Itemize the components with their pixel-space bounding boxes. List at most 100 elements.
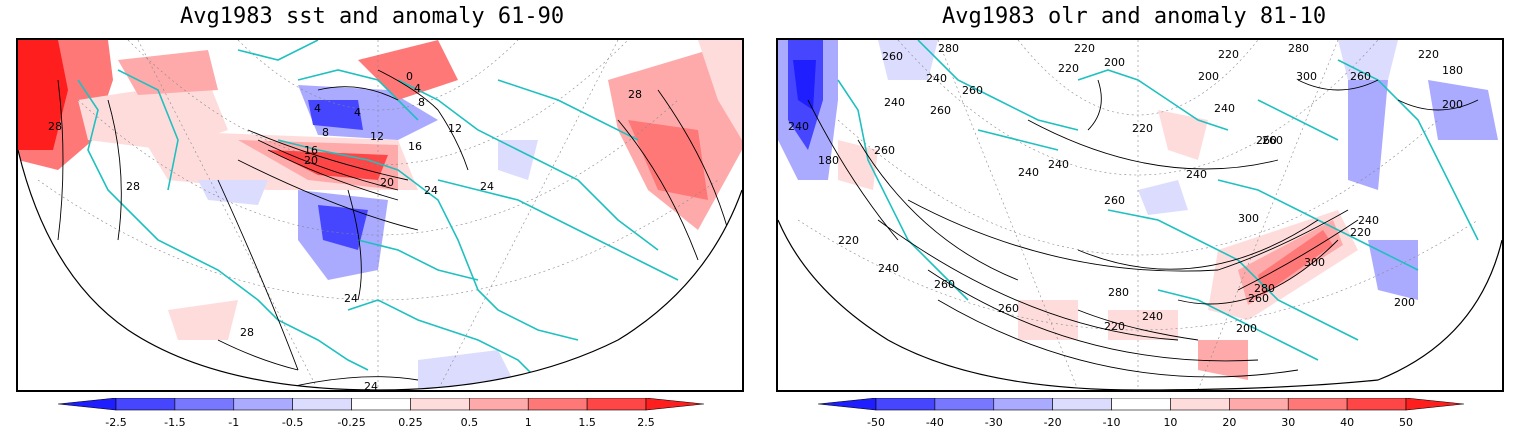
olr-colorbar-tick-label: -10: [1103, 416, 1121, 429]
contour-label: 180: [1442, 64, 1463, 77]
olr-colorbar-swatch: [1111, 397, 1171, 411]
anomaly-region: [1348, 70, 1388, 190]
contour-label: 24: [480, 180, 494, 193]
olr-colorbar-tick-label: -50: [867, 416, 885, 429]
contour-label: 20: [380, 176, 394, 189]
contour-label: 240: [1018, 166, 1039, 179]
contour-label: 28: [240, 326, 254, 339]
sst-colorbar-swatch: [292, 397, 352, 411]
contour-label: 240: [884, 96, 905, 109]
anomaly-region: [318, 205, 368, 250]
anomaly-region: [628, 120, 708, 200]
olr-colorbar-tick-label: -40: [926, 416, 944, 429]
contour-label: 280: [938, 42, 959, 55]
sst-colorbar-tick-label: -0.25: [337, 416, 365, 429]
contour-label: 24: [424, 184, 438, 197]
sst-colorbar-tick-label: 0.25: [398, 416, 423, 429]
olr-colorbar-swatch: [934, 397, 995, 411]
contour-label: 260: [882, 50, 903, 63]
contour-label: 28: [126, 180, 140, 193]
sst-colorbar-tick-label: 0.5: [461, 416, 479, 429]
anomaly-region: [793, 60, 816, 110]
anomaly-region: [308, 100, 363, 130]
olr-colorbar-tick-label: 50: [1399, 416, 1413, 429]
contour-label: 20: [304, 154, 318, 167]
contour-label: 8: [418, 96, 425, 109]
olr-colorbar-swatch: [1346, 397, 1407, 411]
contour-label: 220: [1418, 48, 1439, 61]
contour-label: 240: [1186, 168, 1207, 181]
sst-colorbar-swatch: [469, 397, 529, 411]
contour-label: 240: [1048, 158, 1069, 171]
contour-label: 300: [1304, 256, 1325, 269]
contour-label: 4: [314, 102, 321, 115]
contour-label: 220: [1058, 62, 1079, 75]
contour-label: 200: [1198, 70, 1219, 83]
sst-colorbar-tick-label: -2.5: [105, 416, 126, 429]
olr-colorbar-tick-label: 20: [1222, 416, 1236, 429]
sst-colorbar-tick-label: 1.5: [578, 416, 596, 429]
sst-colorbar-swatch: [174, 397, 235, 411]
sst-anomaly-map: 0 4 4 4 8 8 12 12 16 16 20 20 24 24 24 2…: [16, 38, 744, 392]
contour-label: 220: [838, 234, 859, 247]
contour-label: 200: [1394, 296, 1415, 309]
olr-colorbar-tick-label: -20: [1044, 416, 1062, 429]
contour-label: 28: [628, 88, 642, 101]
contour-label: 260: [1248, 292, 1269, 305]
olr-colorbar-swatch: [1229, 397, 1289, 411]
olr-colorbar-swatch: [993, 397, 1053, 411]
contour-label: 240: [1142, 310, 1163, 323]
contour-label: 260: [930, 104, 951, 117]
contour-label: 280: [1288, 42, 1309, 55]
contour-label: 220: [1350, 226, 1371, 239]
contour-label: 300: [1238, 212, 1259, 225]
contour-label: 200: [1442, 98, 1463, 111]
olr-colorbar-swatch: [1287, 397, 1348, 411]
contour-label: 260: [1350, 70, 1371, 83]
anomaly-region: [1138, 180, 1188, 215]
contour-label: 180: [818, 154, 839, 167]
contour-label: 260: [874, 144, 895, 157]
anomaly-region: [1018, 300, 1078, 340]
contour-label: 24: [344, 292, 358, 305]
sst-colorbar-tick-label: 1: [525, 416, 532, 429]
contour-label: 220: [1218, 48, 1239, 61]
sst-colorbar-tick-label: -0.5: [282, 416, 303, 429]
olr-colorbar-swatch: [817, 397, 877, 411]
olr-colorbar-swatch: [1405, 397, 1465, 411]
anomaly-region: [118, 50, 218, 95]
sst-colorbar-swatch: [586, 397, 647, 411]
contour-label: 4: [354, 106, 361, 119]
contour-label: 260: [1256, 134, 1277, 147]
anomaly-region: [1158, 110, 1208, 160]
sst-colorbar-tick-label: -1: [228, 416, 239, 429]
anomaly-region: [498, 140, 538, 180]
sst-colorbar-swatch: [115, 397, 176, 411]
anomaly-region: [18, 40, 68, 150]
contour-label: 260: [934, 278, 955, 291]
sst-colorbar-swatch: [57, 397, 117, 411]
contour-label: 12: [370, 130, 384, 143]
anomaly-region: [1428, 80, 1498, 140]
contour-label: 200: [1236, 322, 1257, 335]
anomaly-region: [1368, 240, 1418, 300]
olr-colorbar-tick-label: 40: [1340, 416, 1354, 429]
olr-colorbar-swatch: [875, 397, 936, 411]
contour-label: 240: [1358, 214, 1379, 227]
contour-label: 260: [962, 84, 983, 97]
sst-colorbar-tick-label: -1.5: [164, 416, 185, 429]
contour-label: 300: [1296, 70, 1317, 83]
contour-label: 220: [1104, 320, 1125, 333]
sst-colorbar-tick-label: 2.5: [637, 416, 655, 429]
olr-colorbar-tick-label: 30: [1281, 416, 1295, 429]
sst-colorbar-swatch: [233, 397, 293, 411]
olr-colorbar-tick-label: 10: [1163, 416, 1177, 429]
contour-label: 24: [364, 380, 378, 390]
anomaly-region: [878, 40, 938, 80]
olr-anomaly-map: 260 280 220 240 240 260 220 200 260 220 …: [776, 38, 1504, 392]
anomaly-region: [168, 300, 238, 340]
contour-label: 240: [1214, 102, 1235, 115]
anomaly-region: [838, 140, 878, 190]
contour-label: 0: [406, 70, 413, 83]
contour-label: 240: [926, 72, 947, 85]
